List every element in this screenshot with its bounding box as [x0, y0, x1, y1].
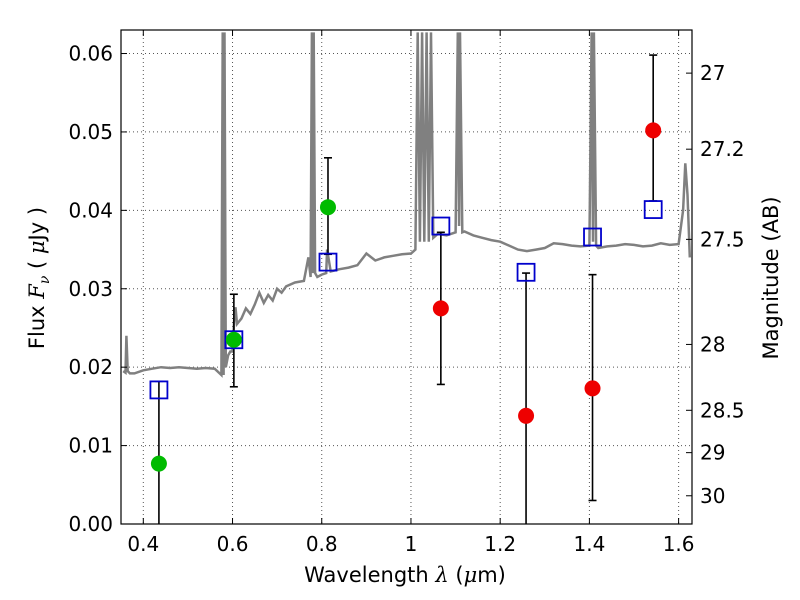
y-tick-label: 0.03 [68, 277, 113, 301]
x-tick-label: 1 [405, 532, 418, 556]
y-axis-label: Flux Fν ( μJy ) [25, 207, 53, 349]
y-tick-label: 0.02 [68, 355, 113, 379]
x-tick-label: 1.6 [663, 532, 695, 556]
y2-tick-label: 30 [700, 484, 725, 508]
green-point-marker [225, 331, 242, 348]
square-marker [516, 262, 536, 282]
y-tick-label: 0.04 [68, 198, 113, 222]
axes [120, 29, 693, 525]
y2-tick-label: 28.5 [700, 398, 745, 422]
circle-points [150, 122, 662, 472]
y2-tick-label: 27.2 [700, 137, 745, 161]
square-marker [224, 330, 244, 350]
grid-lines [121, 30, 692, 525]
model-spectrum-line [122, 32, 692, 378]
red-point-marker [518, 407, 535, 424]
y2-tick-label: 27 [700, 61, 725, 85]
green-point-marker [319, 199, 336, 216]
right-axis-label: Magnitude (AB) [759, 196, 783, 359]
x-axis-label: Wavelength λ (μm) [304, 563, 506, 587]
square-marker [583, 227, 602, 247]
tick-labels: 0.4 0.6 0.8 1 1.2 1.4 1.6 0.00 0.01 0.02 0.03 0.04 0… [68, 42, 744, 556]
x-tick-label: 1.2 [484, 532, 516, 556]
red-point-marker [584, 380, 601, 397]
square-marker [149, 380, 169, 400]
y2-tick-label: 28 [700, 332, 725, 356]
x-tick-label: 1.4 [573, 532, 605, 556]
red-point-marker [432, 300, 449, 317]
green-point-marker [150, 455, 167, 472]
error-bars [154, 54, 658, 524]
x-tick-label: 0.4 [127, 532, 159, 556]
y-tick-label: 0.06 [68, 42, 113, 66]
y-tick-label: 0.05 [68, 120, 113, 144]
square-marker [318, 252, 338, 272]
plot-frame [120, 29, 693, 525]
y2-tick-label: 29 [700, 441, 725, 465]
y2-tick-label: 27.5 [700, 227, 745, 251]
x-tick-label: 0.8 [306, 532, 338, 556]
square-marker [643, 200, 663, 219]
square-marker [431, 216, 451, 236]
x-tick-label: 0.6 [217, 532, 249, 556]
y-tick-label: 0.00 [68, 512, 113, 536]
model-spectrum [122, 32, 692, 378]
red-point-marker [645, 122, 662, 139]
y-tick-label: 0.01 [68, 434, 113, 458]
square-points [149, 200, 663, 400]
